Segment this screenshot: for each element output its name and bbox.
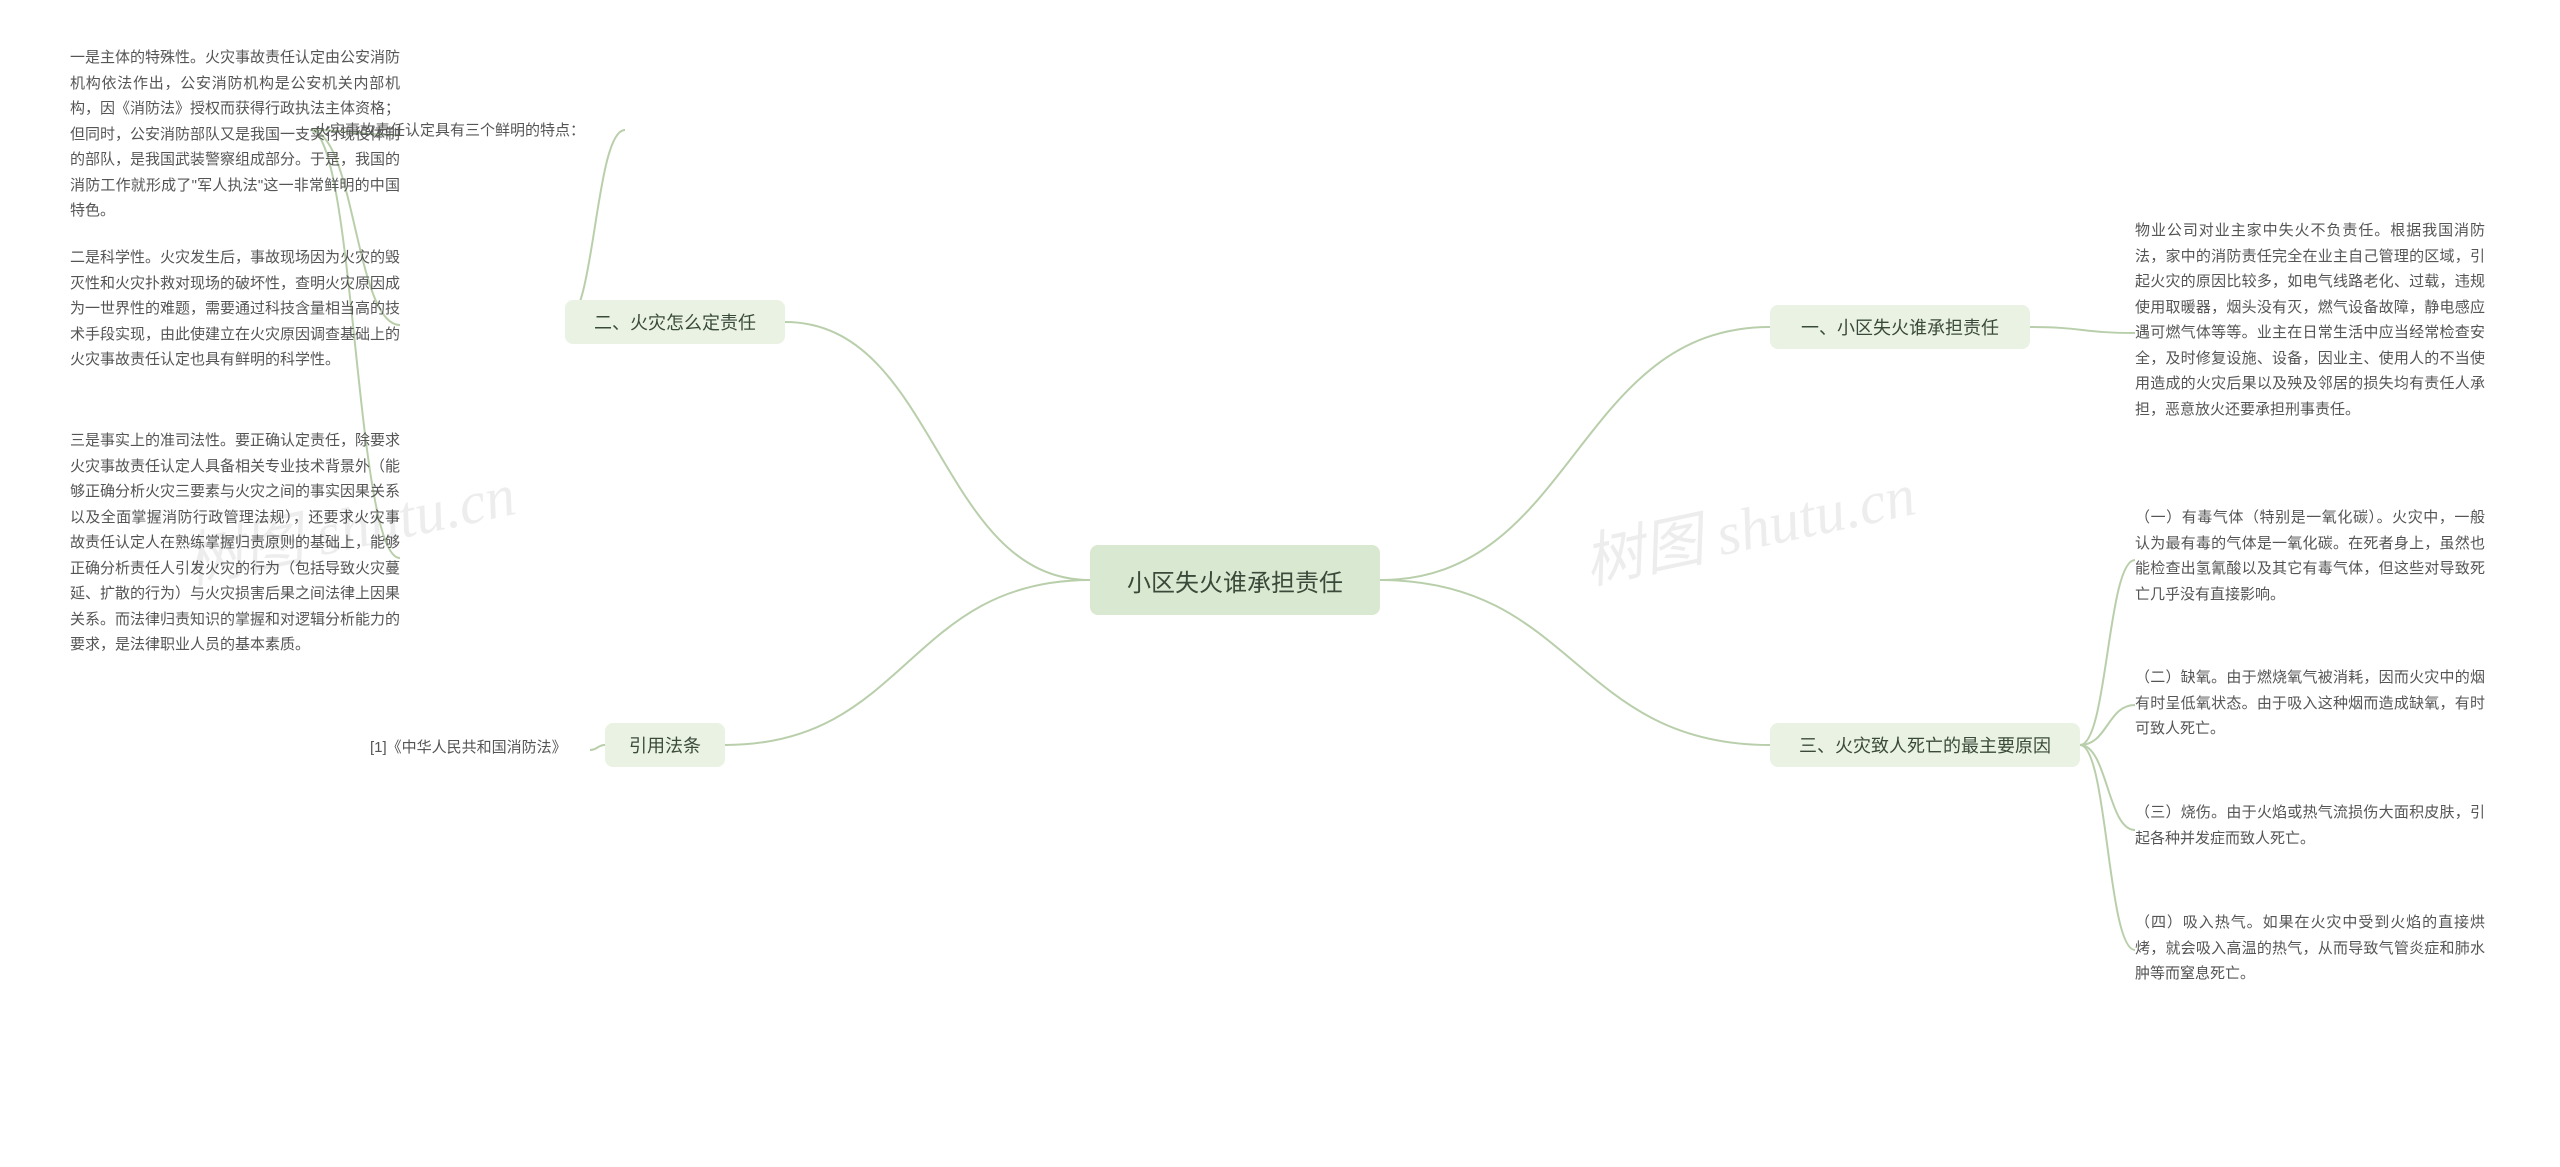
leaf-b3-2: （三）烧伤。由于火焰或热气流损伤大面积皮肤，引起各种并发症而致人死亡。 — [2135, 800, 2485, 851]
leaf-b4-0: [1]《中华人民共和国消防法》 — [370, 735, 590, 761]
leaf-b3-0: （一）有毒气体（特别是一氧化碳）。火灾中，一般认为最有毒的气体是一氧化碳。在死者… — [2135, 505, 2485, 607]
branch-node-b3[interactable]: 三、火灾致人死亡的最主要原因 — [1770, 723, 2080, 767]
branch-node-b2[interactable]: 二、火灾怎么定责任 — [565, 300, 785, 344]
center-node[interactable]: 小区失火谁承担责任 — [1090, 545, 1380, 615]
branch-node-b4[interactable]: 引用法条 — [605, 723, 725, 767]
leaf-b1-0: 物业公司对业主家中失火不负责任。根据我国消防法，家中的消防责任完全在业主自己管理… — [2135, 218, 2485, 422]
leaf-b2-1: 二是科学性。火灾发生后，事故现场因为火灾的毁灭性和火灾扑救对现场的破坏性，查明火… — [70, 245, 400, 373]
branch-node-b1[interactable]: 一、小区失火谁承担责任 — [1770, 305, 2030, 349]
leaf-b3-3: （四）吸入热气。如果在火灾中受到火焰的直接烘烤，就会吸入高温的热气，从而导致气管… — [2135, 910, 2485, 987]
leaf-b3-1: （二）缺氧。由于燃烧氧气被消耗，因而火灾中的烟有时呈低氧状态。由于吸入这种烟而造… — [2135, 665, 2485, 742]
leaf-b2-2: 三是事实上的准司法性。要正确认定责任，除要求火灾事故责任认定人具备相关专业技术背… — [70, 428, 400, 658]
watermark-1: 树图 shutu.cn — [1575, 446, 1922, 601]
leaf-b2-0: 一是主体的特殊性。火灾事故责任认定由公安消防机构依法作出，公安消防机构是公安机关… — [70, 45, 400, 224]
